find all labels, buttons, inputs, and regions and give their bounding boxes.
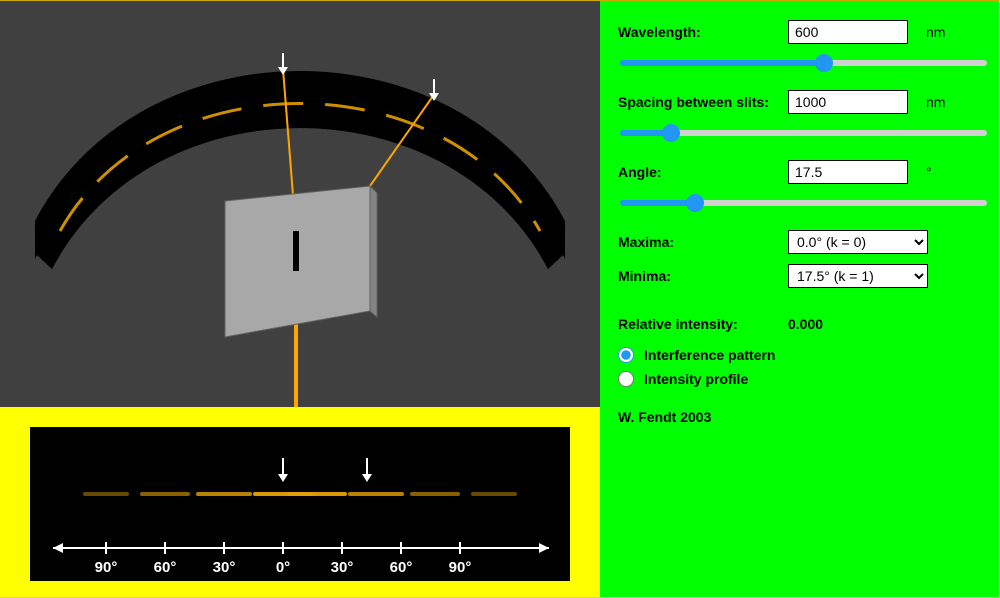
- minima-select[interactable]: 17.5° (k = 1): [788, 264, 928, 288]
- pattern-box: 90° 60° 30° 0° 30° 60° 90°: [30, 427, 570, 581]
- wavelength-slider[interactable]: [620, 60, 987, 66]
- mode-interference-label: Interference pattern: [644, 347, 775, 363]
- control-panel: Wavelength: nm Spacing between slits: nm…: [600, 1, 999, 597]
- minima-label: Minima:: [618, 268, 788, 284]
- wavelength-label: Wavelength:: [618, 24, 788, 40]
- rel-intensity-label: Relative intensity:: [618, 316, 788, 332]
- wavelength-unit: nm: [926, 24, 966, 40]
- app-root: 90° 60° 30° 0° 30° 60° 90° Wavelength: nm Spac…: [0, 0, 1000, 598]
- pattern-panel: 90° 60° 30° 0° 30° 60° 90°: [0, 407, 600, 597]
- mode-profile-radio[interactable]: [618, 371, 634, 387]
- wavelength-row: Wavelength: nm: [618, 19, 985, 45]
- left-panel: 90° 60° 30° 0° 30° 60° 90°: [0, 1, 600, 597]
- mode-profile-row: Intensity profile: [618, 371, 985, 387]
- svg-text:60°: 60°: [154, 559, 177, 576]
- maxima-label: Maxima:: [618, 234, 788, 250]
- angle-slider[interactable]: [620, 200, 987, 206]
- sim-3d-view: [0, 1, 600, 407]
- spacing-unit: nm: [926, 94, 966, 110]
- angle-row: Angle: °: [618, 159, 985, 185]
- svg-text:0°: 0°: [276, 559, 290, 576]
- angle-input[interactable]: [788, 160, 908, 184]
- mode-profile-label: Intensity profile: [644, 371, 748, 387]
- maxima-select[interactable]: 0.0° (k = 0): [788, 230, 928, 254]
- mode-interference-radio[interactable]: [618, 347, 634, 363]
- angle-label: Angle:: [618, 164, 788, 180]
- maxima-row: Maxima: 0.0° (k = 0): [618, 229, 985, 255]
- spacing-label: Spacing between slits:: [618, 94, 788, 110]
- mode-interference-row: Interference pattern: [618, 347, 985, 363]
- svg-text:30°: 30°: [213, 559, 236, 576]
- minima-row: Minima: 17.5° (k = 1): [618, 263, 985, 289]
- spacing-slider[interactable]: [620, 130, 987, 136]
- svg-text:90°: 90°: [95, 559, 118, 576]
- credit-text: W. Fendt 2003: [618, 409, 985, 425]
- wavelength-input[interactable]: [788, 20, 908, 44]
- spacing-row: Spacing between slits: nm: [618, 89, 985, 115]
- angle-unit: °: [926, 164, 966, 180]
- svg-text:60°: 60°: [390, 559, 413, 576]
- rel-intensity-row: Relative intensity: 0.000: [618, 311, 985, 337]
- rel-intensity-value: 0.000: [788, 316, 823, 332]
- svg-text:30°: 30°: [331, 559, 354, 576]
- svg-text:90°: 90°: [449, 559, 472, 576]
- spacing-input[interactable]: [788, 90, 908, 114]
